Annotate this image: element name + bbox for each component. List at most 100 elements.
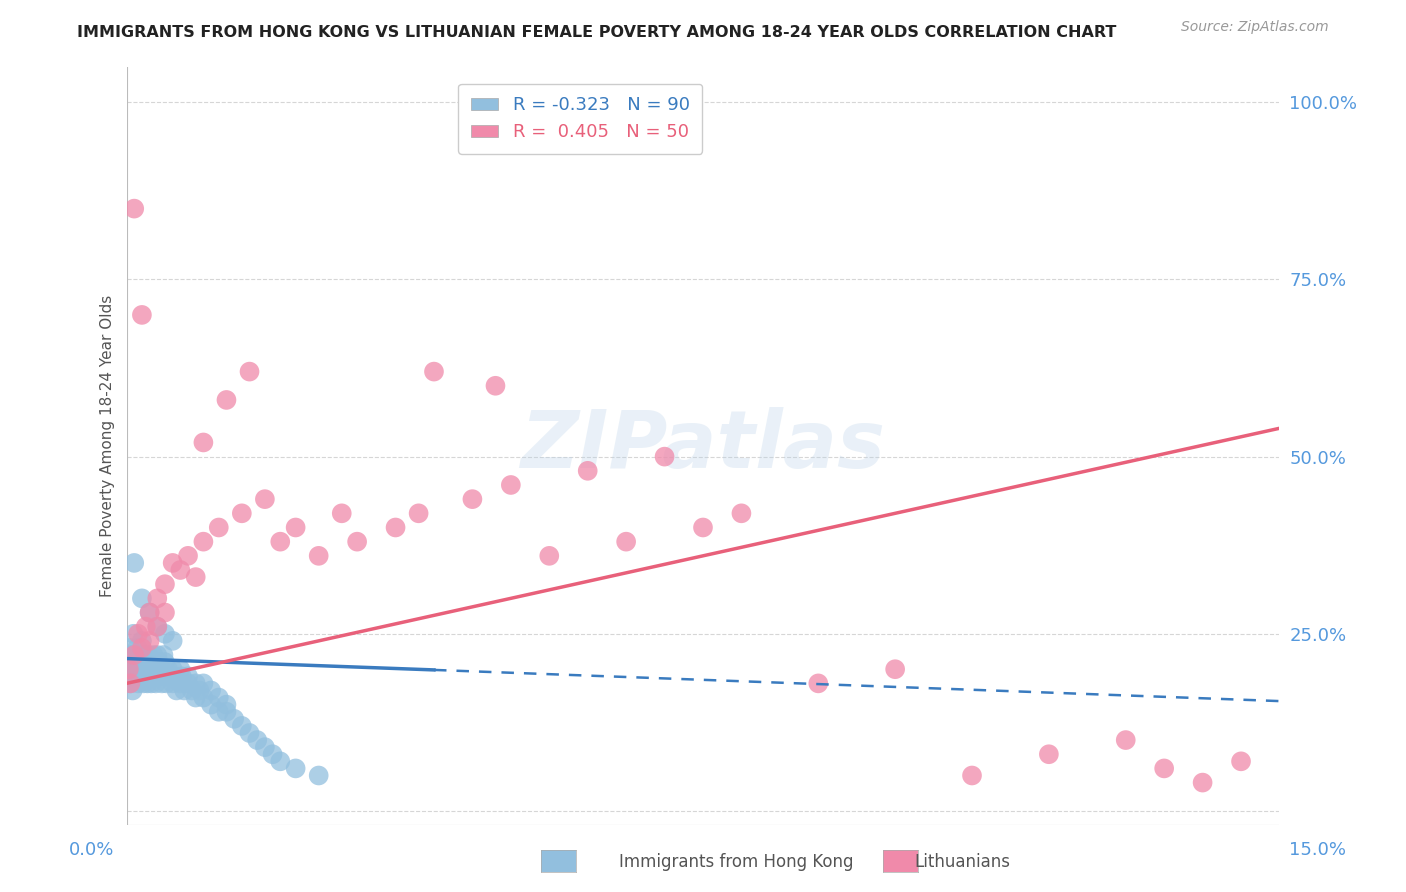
Point [173,683,195,698]
Point [153,655,176,669]
Point [120,662,142,676]
Point [125,655,148,669]
Y-axis label: Female Poverty Among 18-24 Year Olds: Female Poverty Among 18-24 Year Olds [100,295,115,597]
Point [423,365,446,379]
Point [146,662,169,676]
Point [153,606,176,620]
Point [150,662,173,676]
Point [177,549,200,563]
Point [146,648,169,662]
Point [162,633,184,648]
Point [169,662,191,676]
Point [136,648,159,662]
Point [129,669,152,683]
Point [231,506,253,520]
Text: Immigrants from Hong Kong: Immigrants from Hong Kong [619,853,853,871]
Point [284,761,307,775]
Point [131,633,153,648]
Point [224,712,246,726]
Point [121,683,143,698]
Point [157,662,180,676]
Text: ZIPatlas: ZIPatlas [520,407,886,485]
Point [125,669,148,683]
Point [128,648,150,662]
Point [960,768,983,782]
Point [162,676,184,690]
Point [128,662,150,676]
Point [180,683,202,698]
Point [152,648,174,662]
Point [131,591,153,606]
Point [162,556,184,570]
Point [138,606,160,620]
Point [143,669,166,683]
Point [177,676,200,690]
Text: IMMIGRANTS FROM HONG KONG VS LITHUANIAN FEMALE POVERTY AMONG 18-24 YEAR OLDS COR: IMMIGRANTS FROM HONG KONG VS LITHUANIAN … [77,25,1116,40]
Point [122,202,145,216]
Point [184,570,207,584]
Point [200,683,222,698]
Point [884,662,907,676]
Point [138,669,160,683]
Legend: R = -0.323   N = 90, R =  0.405   N = 50: R = -0.323 N = 90, R = 0.405 N = 50 [458,84,702,153]
Point [166,683,188,698]
Point [153,577,176,591]
Point [148,655,170,669]
Point [129,655,152,669]
Point [118,669,141,683]
Point [138,662,160,676]
Point [461,492,484,507]
Point [146,620,169,634]
Point [170,669,193,683]
Point [308,768,330,782]
Point [169,563,191,577]
Point [1191,775,1213,789]
Point [118,640,141,655]
Point [127,627,149,641]
Point [215,698,238,712]
Point [215,392,238,407]
Point [188,683,211,698]
Point [269,755,291,769]
Point [538,549,561,563]
Point [131,308,153,322]
Point [121,662,143,676]
Point [499,478,522,492]
Point [132,676,155,690]
Point [127,676,149,690]
Point [253,740,276,755]
Point [269,534,291,549]
Point [162,662,184,676]
Point [215,705,238,719]
Point [142,669,165,683]
Point [127,648,149,662]
Point [146,669,169,683]
Point [120,676,142,690]
Point [131,648,153,662]
Point [146,620,169,634]
Point [122,627,145,641]
Point [157,669,180,683]
Point [654,450,676,464]
Point [146,591,169,606]
Text: 15.0%: 15.0% [1289,840,1346,858]
Point [118,662,141,676]
Point [135,662,157,676]
Point [122,556,145,570]
Point [142,648,165,662]
Point [134,669,156,683]
Point [238,726,260,740]
Point [127,640,149,655]
Point [193,676,215,690]
Point [346,534,368,549]
Point [153,669,176,683]
Point [136,676,159,690]
Point [284,520,307,534]
Point [246,733,269,747]
Point [143,655,166,669]
Point [122,648,145,662]
Point [692,520,714,534]
Point [253,492,276,507]
Point [184,690,207,705]
Point [138,606,160,620]
